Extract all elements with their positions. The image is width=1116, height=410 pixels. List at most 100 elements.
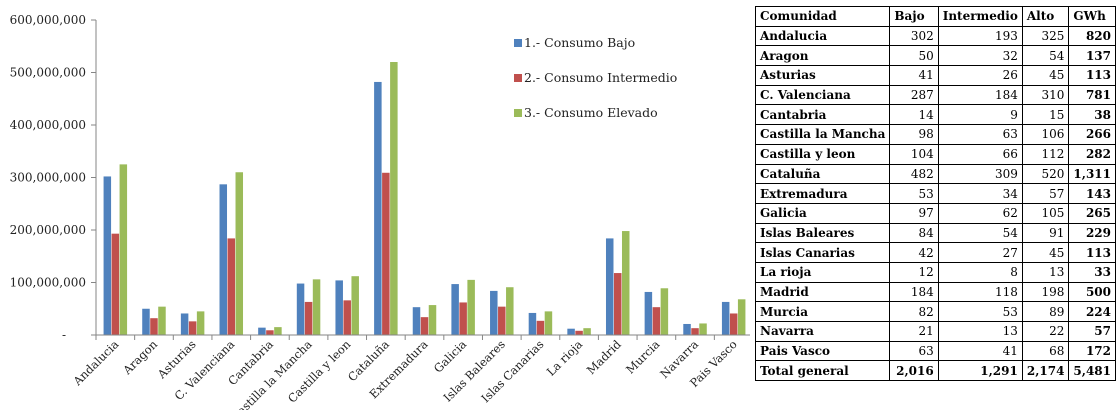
bar [583, 328, 591, 335]
bar [721, 301, 730, 335]
bar [150, 318, 158, 335]
bar [506, 287, 514, 335]
y-tick-label: - [62, 328, 66, 342]
cell-value: 12 [889, 261, 939, 283]
cell-value: 184 [937, 84, 1023, 106]
bar [188, 321, 197, 335]
cell-gwh: 38 [1068, 104, 1116, 126]
table-row: Navarra 21 13 22 57 [754, 321, 1116, 342]
y-tick-label: 400,000,000 [10, 118, 86, 132]
cell-comunidad: Islas Baleares [754, 222, 891, 244]
bar [343, 300, 351, 335]
cell-gwh: 781 [1068, 84, 1116, 106]
cell-value: 21 [889, 321, 939, 342]
bar [390, 62, 398, 335]
x-tick-label: Madrid [584, 337, 624, 377]
cell-comunidad: Madrid [754, 281, 891, 303]
table-row: Cataluña 482 309 520 1,311 [754, 163, 1116, 185]
legend-label: 1.- Consumo Bajo [524, 35, 635, 50]
cell-value: 104 [889, 143, 939, 165]
table-row: Pais Vasco 63 41 68 172 [754, 340, 1116, 362]
bar [737, 299, 746, 335]
cell-value: 63 [889, 340, 939, 362]
cell-value: 2,016 [889, 360, 939, 382]
cell-value: 112 [1021, 143, 1070, 165]
bar [544, 311, 553, 335]
y-tick-label: 200,000,000 [10, 223, 86, 237]
bar [258, 327, 266, 335]
table-row: Extremadura 53 34 57 143 [754, 183, 1116, 204]
legend-swatch [514, 39, 522, 47]
bar [351, 276, 359, 335]
bar-chart: - 100,000,000 200,000,000 300,000,000 400,00… [10, 13, 750, 410]
bar [382, 172, 390, 335]
cell-gwh: 113 [1068, 65, 1116, 86]
bar [660, 288, 669, 335]
cell-value: 520 [1021, 163, 1070, 185]
cell-gwh: 500 [1068, 281, 1116, 303]
cell-value: 1,291 [937, 360, 1023, 382]
table-row: Asturias 41 26 45 113 [754, 65, 1116, 86]
cell-value: 41 [937, 340, 1023, 362]
cell-value: 97 [889, 202, 939, 224]
bar [528, 312, 537, 335]
bar [374, 81, 382, 335]
cell-value: 325 [1021, 25, 1070, 47]
chart-legend: 1.- Consumo Bajo 2.- Consumo Intermedio 3.… [514, 35, 677, 120]
bar [467, 279, 475, 335]
cell-value: 14 [889, 104, 939, 126]
consumption-table: Comunidad Bajo Intermedio Alto GWh Andal… [754, 6, 1116, 382]
cell-gwh: 820 [1068, 25, 1116, 47]
cell-value: 54 [937, 222, 1023, 244]
cell-gwh: 113 [1068, 242, 1116, 263]
cell-comunidad: Pais Vasco [754, 340, 891, 362]
bar-series [103, 62, 746, 335]
header-alto: Alto [1021, 6, 1070, 27]
table-header-row: Comunidad Bajo Intermedio Alto GWh [754, 6, 1116, 27]
x-tick-label: Andalucia [70, 337, 122, 389]
table-row: La rioja 12 8 13 33 [754, 261, 1116, 283]
cell-comunidad: Murcia [754, 301, 891, 322]
cell-comunidad: Castilla la Mancha [754, 124, 891, 145]
cell-value: 63 [937, 124, 1023, 145]
legend-swatch [514, 74, 522, 82]
bar [312, 279, 321, 335]
cell-comunidad: Asturias [754, 65, 891, 86]
cell-value: 2,174 [1021, 360, 1070, 382]
cell-value: 53 [937, 301, 1023, 322]
bar [490, 290, 498, 335]
cell-value: 13 [1021, 261, 1070, 283]
cell-value: 66 [937, 143, 1023, 165]
cell-comunidad: Navarra [754, 321, 891, 342]
cell-comunidad: Total general [754, 360, 891, 382]
bar [459, 302, 467, 335]
header-comunidad: Comunidad [754, 6, 891, 27]
cell-value: 13 [937, 321, 1023, 342]
bar [180, 313, 189, 335]
table-row: Cantabria 14 9 15 38 [754, 104, 1116, 126]
bar [196, 311, 205, 335]
cell-value: 57 [1021, 183, 1070, 204]
bar [103, 176, 112, 335]
table-row: Castilla la Mancha 98 63 106 266 [754, 124, 1116, 145]
bar [420, 317, 429, 335]
cell-value: 41 [889, 65, 939, 86]
bar [699, 323, 707, 335]
header-bajo: Bajo [889, 6, 939, 27]
cell-gwh: 137 [1068, 45, 1116, 67]
cell-value: 482 [889, 163, 939, 185]
cell-comunidad: Aragon [754, 45, 891, 67]
cell-value: 45 [1021, 65, 1070, 86]
cell-value: 27 [937, 242, 1023, 263]
bar [111, 233, 120, 335]
table-row: Murcia 82 53 89 224 [754, 301, 1116, 322]
cell-value: 118 [937, 281, 1023, 303]
bar [451, 284, 459, 335]
cell-value: 54 [1021, 45, 1070, 67]
bar [691, 328, 699, 335]
cell-value: 22 [1021, 321, 1070, 342]
bar [274, 327, 282, 335]
cell-value: 184 [889, 281, 939, 303]
cell-gwh: 172 [1068, 340, 1116, 362]
